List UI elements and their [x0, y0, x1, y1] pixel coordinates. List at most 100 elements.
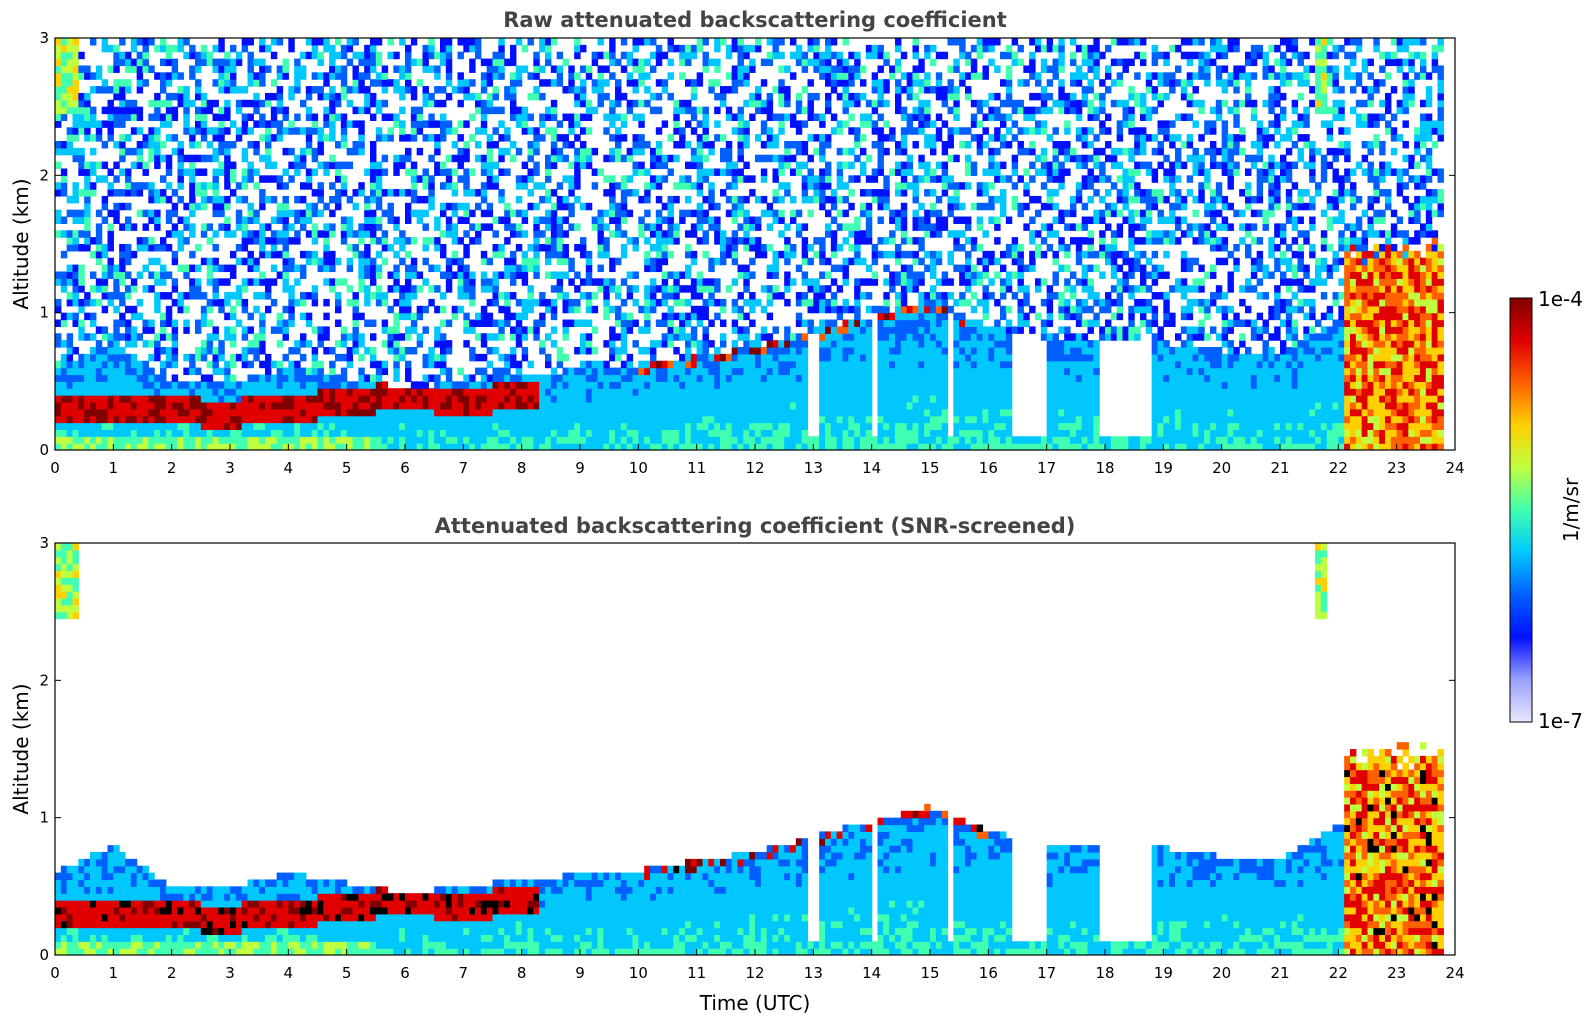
heatmap-cell — [265, 443, 272, 450]
heatmap-cell — [813, 250, 820, 259]
heatmap-cell — [830, 127, 838, 135]
heatmap-cell — [790, 388, 797, 396]
heatmap-cell — [311, 347, 319, 355]
heatmap-cell — [626, 319, 634, 327]
heatmap-cell — [375, 51, 383, 60]
heatmap-cell — [305, 250, 313, 259]
heatmap-cell — [340, 367, 348, 376]
heatmap-cell — [107, 298, 114, 307]
heatmap-cell — [160, 72, 167, 80]
heatmap-cell — [510, 257, 517, 266]
heatmap-cell — [515, 175, 523, 183]
heatmap-cell — [265, 223, 272, 231]
heatmap-cell — [451, 312, 459, 321]
heatmap-cell — [515, 182, 523, 190]
heatmap-cell — [265, 161, 272, 170]
heatmap-cell — [574, 436, 581, 444]
heatmap-cell — [300, 147, 307, 156]
heatmap-cell — [545, 237, 552, 245]
heatmap-cell — [230, 305, 237, 314]
heatmap-cell — [661, 79, 669, 87]
heatmap-cell — [591, 58, 599, 67]
heatmap-cell — [95, 65, 103, 73]
heatmap-cell — [515, 312, 523, 321]
heatmap-cell — [84, 244, 91, 252]
heatmap-cell — [282, 127, 289, 135]
heatmap-cell — [177, 92, 184, 101]
heatmap-cell — [708, 195, 715, 204]
heatmap-cell — [323, 79, 330, 87]
heatmap-cell — [690, 340, 698, 348]
heatmap-cell — [78, 168, 85, 176]
heatmap-cell — [206, 141, 214, 149]
heatmap-cell — [527, 113, 534, 121]
heatmap-cell — [340, 436, 348, 444]
heatmap-cell — [288, 120, 295, 128]
heatmap-cell — [568, 381, 575, 389]
heatmap-cell — [212, 401, 219, 410]
heatmap-cell — [142, 44, 149, 53]
heatmap-cell — [154, 147, 161, 156]
heatmap-cell — [848, 92, 855, 101]
heatmap-cell — [574, 271, 581, 279]
heatmap-cell — [387, 333, 394, 341]
heatmap-cell — [638, 374, 645, 382]
heatmap-cell — [72, 147, 79, 156]
heatmap-cell — [836, 120, 844, 128]
heatmap-cell — [836, 381, 844, 389]
heatmap-cell — [469, 58, 476, 67]
heatmap-cell — [463, 230, 470, 238]
heatmap-cell — [574, 347, 581, 355]
heatmap-cell — [702, 395, 709, 403]
heatmap-cell — [381, 65, 389, 73]
heatmap-cell — [113, 347, 120, 355]
heatmap-cell — [84, 216, 91, 224]
heatmap-cell — [667, 154, 674, 163]
heatmap-cell — [667, 250, 674, 259]
heatmap-cell — [568, 298, 575, 307]
heatmap-cell — [451, 202, 459, 211]
heatmap-cell — [200, 436, 208, 444]
heatmap-cell — [375, 388, 383, 396]
heatmap-cell — [504, 147, 511, 156]
heatmap-cell — [469, 298, 476, 307]
heatmap-cell — [422, 134, 429, 142]
heatmap-cell — [335, 292, 342, 300]
heatmap-cell — [655, 374, 663, 382]
heatmap-cell — [795, 319, 803, 327]
heatmap-cell — [556, 202, 564, 211]
heatmap-cell — [486, 298, 494, 307]
heatmap-cell — [673, 278, 680, 286]
heatmap-cell — [200, 168, 208, 176]
heatmap-cell — [492, 285, 499, 293]
heatmap-cell — [790, 367, 797, 376]
heatmap-cell — [241, 429, 249, 437]
heatmap-cell — [469, 38, 476, 46]
heatmap-cell — [90, 381, 97, 389]
heatmap-cell — [510, 360, 517, 369]
heatmap-cell — [95, 257, 103, 266]
heatmap-cell — [265, 415, 272, 424]
heatmap-cell — [620, 436, 628, 444]
heatmap-cell — [259, 408, 266, 417]
heatmap-cell — [510, 79, 517, 87]
heatmap-cell — [119, 92, 126, 101]
heatmap-cell — [784, 285, 791, 293]
heatmap-cell — [393, 120, 400, 128]
heatmap-cell — [819, 182, 826, 190]
heatmap-cell — [790, 408, 797, 417]
heatmap-cell — [95, 360, 103, 369]
heatmap-cell — [842, 264, 849, 273]
heatmap-cell — [638, 161, 645, 170]
heatmap-cell — [533, 182, 540, 190]
heatmap-cell — [200, 202, 208, 211]
heatmap-cell — [200, 319, 208, 327]
heatmap-cell — [165, 415, 173, 424]
heatmap-cell — [731, 79, 739, 87]
heatmap-cell — [562, 271, 569, 279]
heatmap-cell — [702, 312, 709, 321]
heatmap-cell — [265, 250, 272, 259]
heatmap-cell — [562, 443, 569, 450]
heatmap-cell — [90, 134, 97, 142]
heatmap-cell — [842, 415, 849, 424]
